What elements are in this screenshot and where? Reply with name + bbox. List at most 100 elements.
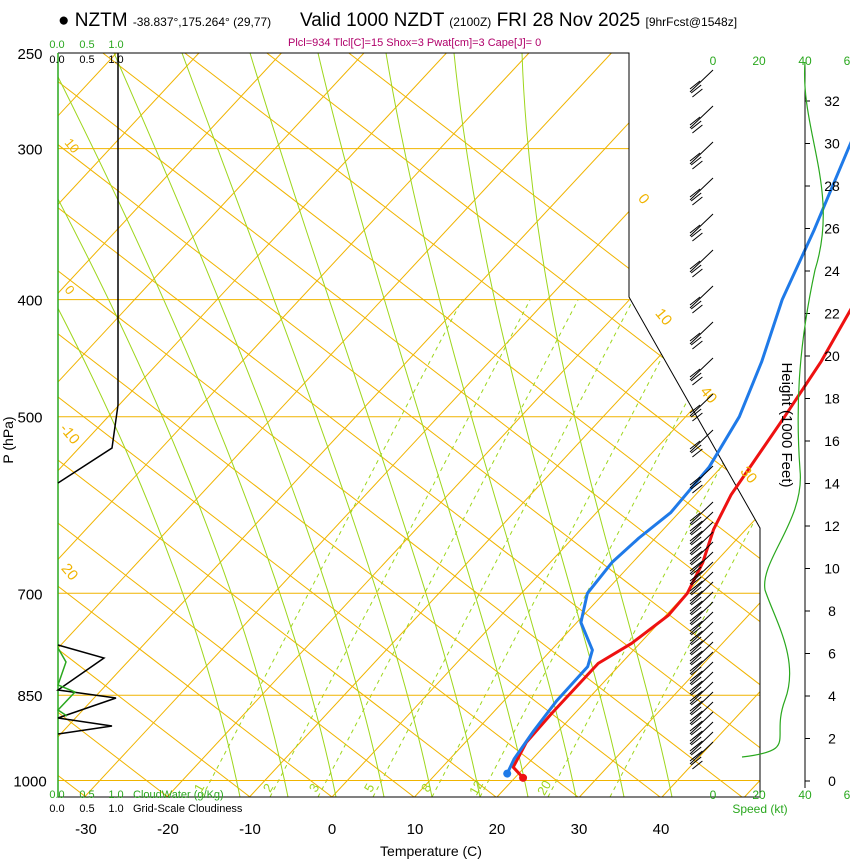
isotherm-label: 10 [652, 305, 676, 329]
wind-barb [689, 671, 714, 695]
cloudwater-top-tick: 0.0 [49, 39, 64, 51]
wind-barb [689, 661, 714, 685]
wind-barb-flag [689, 672, 701, 682]
wind-barb-flag [692, 88, 703, 98]
wind-barb [689, 429, 714, 453]
isotherm-line [661, 53, 760, 797]
wind-barb-flag [689, 682, 701, 692]
speed-top-tick: 20 [752, 54, 766, 68]
wind-barb-flag [692, 124, 703, 134]
cloudiness-label: Grid-Scale Cloudiness [133, 803, 243, 815]
wind-barb-flag [689, 562, 701, 572]
wind-barb-flag [690, 576, 702, 586]
isotherm-line [249, 53, 760, 797]
wind-barb [689, 285, 714, 309]
wind-barb [689, 141, 714, 165]
cloudwater-bottom-tick: 1.0 [108, 789, 123, 801]
isotherm-line [579, 53, 760, 797]
wind-barb [689, 541, 714, 565]
isotherm-label: -10 [56, 420, 83, 448]
wind-barb-flag [690, 666, 702, 676]
wind-barb-flag [689, 296, 701, 306]
wind-barb-flag [690, 156, 702, 166]
moist-adiabat-line [317, 53, 529, 797]
wind-barb-flag [690, 676, 702, 686]
wind-speed-profile [741, 61, 824, 758]
wind-barb-flag [690, 192, 702, 202]
wind-barb [689, 591, 714, 615]
wind-barb-flag [689, 552, 701, 562]
dry-adiabat-line [58, 53, 251, 797]
wind-barb-flag [689, 522, 701, 532]
wind-barb-flag [689, 602, 701, 612]
height-tick-label: 26 [824, 221, 840, 237]
wind-barb [689, 611, 714, 635]
wind-barb [689, 571, 714, 595]
wind-barb-flag [692, 160, 703, 170]
isotherm-line [827, 53, 850, 797]
wind-barb [689, 511, 714, 535]
wind-barb-flag [689, 260, 701, 270]
dry-adiabat-line [102, 53, 760, 797]
moist-adiabat-line [58, 53, 289, 797]
wind-barb [689, 551, 714, 575]
isotherm-line [84, 53, 760, 797]
wind-barb [689, 249, 714, 273]
x-axis-label: Temperature (C) [380, 843, 482, 859]
height-tick-label: 8 [828, 603, 836, 619]
height-tick-label: 0 [828, 773, 836, 789]
wind-barb-flag [690, 444, 702, 454]
wind-barb-flag [689, 572, 701, 582]
wind-barb-flag [689, 702, 701, 712]
wind-barb-flag [689, 662, 701, 672]
wind-barb-flag [690, 372, 702, 382]
cloudiness-bottom-tick: 0.0 [49, 803, 64, 815]
wind-barb-flag [692, 760, 703, 770]
temperature-tick-label: 20 [489, 821, 506, 838]
y-axis-label: P (hPa) [0, 416, 16, 463]
cloudwater-top-tick: 0.5 [79, 39, 94, 51]
moist-adiabat-line [385, 53, 577, 797]
cloudwater-top-tick: 1.0 [108, 39, 123, 51]
wind-barb [689, 681, 714, 705]
wind-barb-flag [690, 706, 702, 716]
utc-label: (2100Z) [449, 15, 492, 29]
wind-barb-flag [690, 726, 702, 736]
wind-barb-flag [692, 232, 703, 242]
dry-adiabat-label: 10 [62, 135, 83, 156]
wind-barb [689, 621, 714, 645]
wind-barb-flag [690, 636, 702, 646]
height-tick-label: 32 [824, 93, 840, 109]
height-tick-label: 20 [824, 348, 840, 364]
dry-adiabat-line [58, 53, 333, 797]
height-tick-label: 30 [824, 136, 840, 152]
wind-barb-flag [690, 408, 702, 418]
wind-barb [689, 357, 714, 381]
model-name: NZTM [74, 10, 128, 31]
isotherm-line [58, 53, 282, 797]
wind-barb [689, 701, 714, 725]
speed-label: Speed (kt) [732, 802, 787, 816]
wind-barb-flag [690, 516, 702, 526]
wind-barb-flag [689, 224, 701, 234]
dry-adiabat-line [184, 53, 760, 797]
temperature-tick-label: 40 [653, 821, 670, 838]
grid-layer [58, 53, 850, 797]
wind-barb [689, 69, 714, 93]
wind-barb-flag [689, 532, 701, 542]
mixing-ratio-label: 20 [534, 778, 554, 798]
wind-barb-flag [690, 556, 702, 566]
isotherm-line [58, 53, 695, 797]
cloudiness-top-tick: 1.0 [108, 54, 123, 66]
isotherm-line [331, 53, 760, 797]
wind-barb-flag [692, 376, 703, 386]
wind-barb-flag [689, 712, 701, 722]
wind-barb-flag [689, 188, 701, 198]
pressure-tick-label: 500 [17, 410, 42, 427]
mixing-ratio-label: 2 [260, 781, 277, 795]
cloudiness-bottom-tick: 0.5 [79, 803, 94, 815]
wind-barb-flag [690, 686, 702, 696]
wind-barb-flag [692, 340, 703, 350]
cloudiness-top-tick: 0.0 [49, 54, 64, 66]
